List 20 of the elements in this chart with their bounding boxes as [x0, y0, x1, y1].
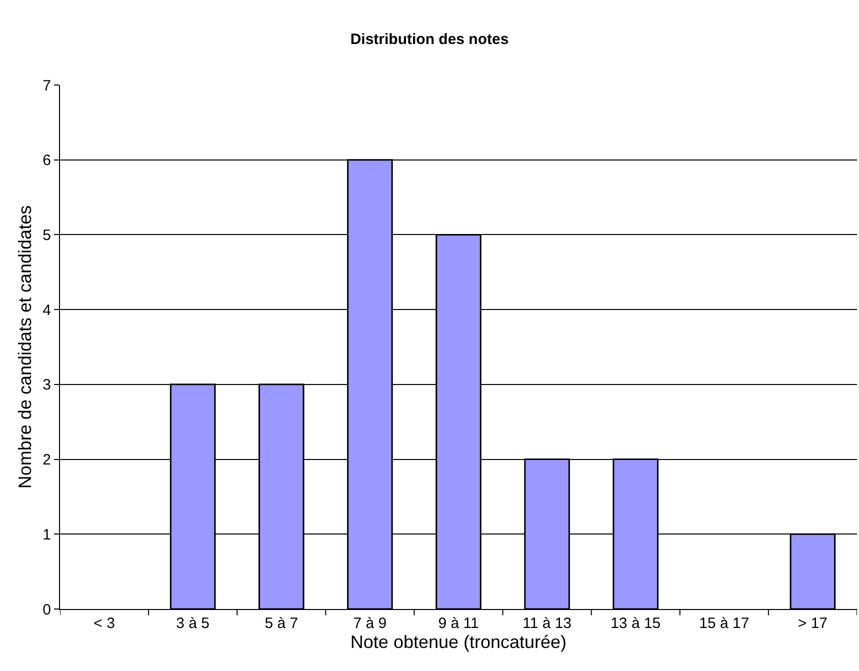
x-tick-label: 11 à 13	[522, 615, 572, 632]
y-tick-label: 6	[42, 152, 51, 170]
y-tick-label: 4	[42, 302, 51, 319]
x-tick-label: 9 à 11	[438, 615, 479, 632]
x-tick-label: > 17	[798, 615, 828, 632]
y-tick-label: 2	[42, 452, 51, 469]
x-tick-label: 5 à 7	[264, 615, 298, 632]
chart-title: Distribution des notes	[350, 31, 509, 48]
y-axis-title: Nombre de candidats et candidates	[14, 205, 35, 489]
x-tick-label: < 3	[94, 615, 115, 632]
y-tick-label: 7	[42, 77, 51, 94]
x-tick-label: 7 à 9	[353, 615, 387, 632]
x-axis-title: Note obtenue (troncaturée)	[350, 632, 567, 652]
y-tick-label: 5	[42, 226, 51, 244]
y-tick-label: 1	[42, 526, 51, 544]
y-tick-label: 3	[42, 376, 51, 394]
y-tick-label: 0	[42, 601, 51, 618]
x-tick-label: 15 à 17	[699, 615, 750, 632]
x-tick-label: 13 à 15	[610, 615, 661, 632]
x-tick-label: 3 à 5	[176, 615, 210, 632]
